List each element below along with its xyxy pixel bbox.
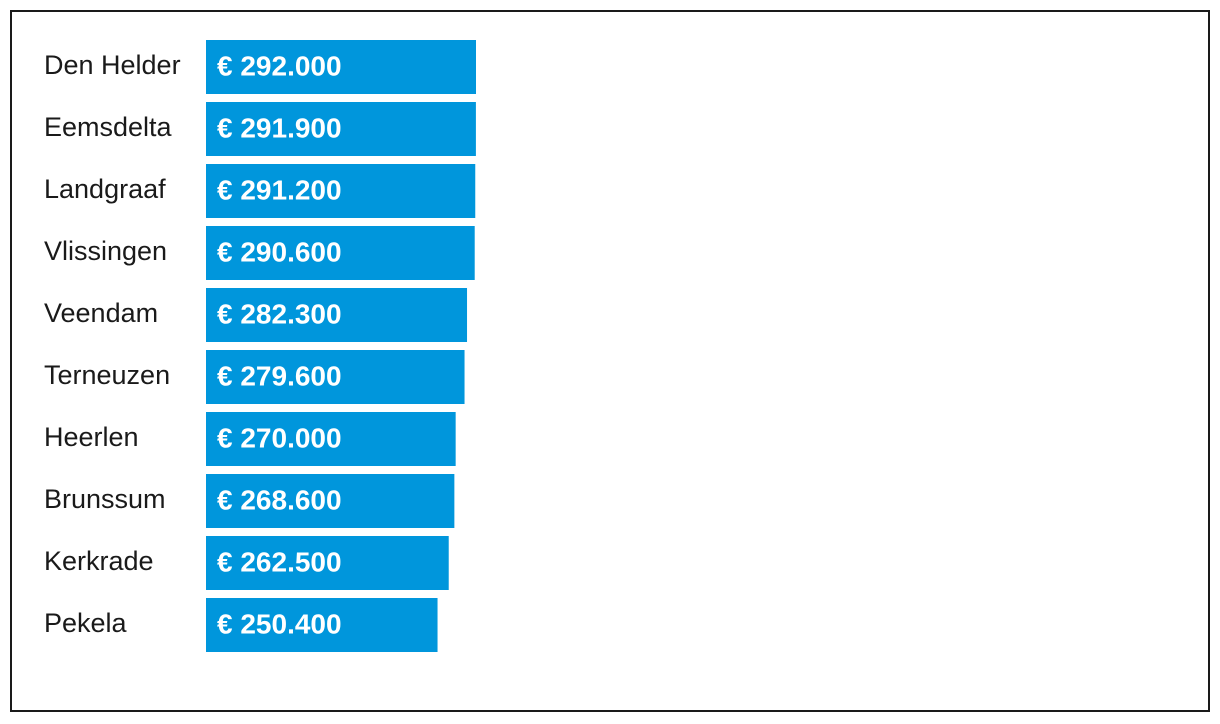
value-label: € 270.000 [217, 422, 342, 453]
value-label: € 290.600 [217, 236, 342, 267]
bar [206, 474, 455, 528]
bar [206, 102, 476, 156]
bar [206, 536, 449, 590]
category-label: Heerlen [44, 422, 139, 452]
value-label: € 279.600 [217, 360, 342, 391]
value-label: € 250.400 [217, 608, 342, 639]
category-label: Landgraaf [44, 174, 166, 204]
bar [206, 598, 438, 652]
bar [206, 288, 468, 342]
value-label: € 262.500 [217, 546, 342, 577]
value-label: € 291.200 [217, 174, 342, 205]
value-label: € 282.300 [217, 298, 342, 329]
bar [206, 350, 465, 404]
value-label: € 291.900 [217, 112, 342, 143]
category-label: Pekela [44, 608, 128, 638]
category-label: Veendam [44, 298, 158, 328]
category-label: Vlissingen [44, 236, 167, 266]
value-label: € 292.000 [217, 50, 342, 81]
bar [206, 412, 456, 466]
category-label: Brunssum [44, 484, 166, 514]
value-label: € 268.600 [217, 484, 342, 515]
category-label: Kerkrade [44, 546, 154, 576]
bar [206, 164, 476, 218]
bar [206, 226, 475, 280]
category-label: Terneuzen [44, 360, 170, 390]
category-label: Eemsdelta [44, 112, 173, 142]
bar [206, 40, 476, 94]
category-label: Den Helder [44, 50, 181, 80]
